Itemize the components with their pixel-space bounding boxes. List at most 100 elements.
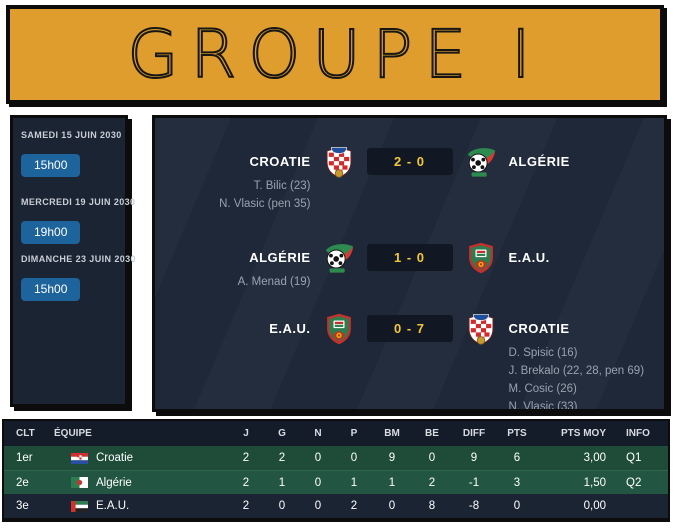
match-date-label: DIMANCHE 23 JUIN 2030 — [21, 254, 136, 264]
header-pts: PTS — [507, 428, 527, 439]
header-info: INFO — [626, 428, 650, 439]
ptsmoy-cell: 1,50 — [583, 476, 606, 489]
team-name-cell[interactable]: E.A.U. — [96, 500, 130, 512]
header-diff: DIFF — [462, 428, 486, 439]
standings-header-row: CLT ÉQUIPE J G N P BM BE DIFF PTS PTS MO… — [4, 421, 668, 446]
table-row-algerie[interactable]: 2e Algérie 2 1 0 1 1 2 -1 3 1,50 Q2 — [4, 470, 668, 494]
home-team-name[interactable]: ALGÉRIE — [249, 249, 311, 265]
header-j: J — [243, 428, 249, 439]
pts-cell: 0 — [513, 500, 521, 512]
table-row-croatie[interactable]: 1er Croatie 2 2 0 0 9 0 9 6 3,00 Q1 — [4, 446, 668, 470]
kickoff-time-button[interactable]: 15h00 — [21, 278, 81, 301]
scorer-line: N. Vlasic (pen 35) — [219, 198, 311, 210]
diff-cell: 9 — [470, 452, 478, 464]
won-cell: 2 — [278, 452, 286, 464]
lost-cell: 1 — [350, 476, 358, 489]
results-panel: CROATIE T. Bilic (23) N. Vlasic (pen 35)… — [152, 115, 667, 412]
schedule-sidebar: SAMEDI 15 JUIN 2030 15h00 MERCREDI 19 JU… — [10, 115, 136, 407]
diff-cell: -1 — [468, 476, 480, 489]
gf-cell: 1 — [388, 476, 396, 489]
home-team-block: E.A.U. — [165, 312, 311, 344]
kickoff-time-button[interactable]: 15h00 — [21, 154, 81, 177]
gf-cell: 0 — [388, 500, 396, 512]
home-team-block: ALGÉRIE A. Menad (19) — [165, 241, 311, 291]
uae-crest-icon — [322, 312, 356, 346]
scorer-line: M. Cosic (26) — [508, 383, 577, 395]
score-box[interactable]: 1 - 0 — [366, 244, 453, 271]
match-date-label: SAMEDI 15 JUIN 2030 — [21, 130, 122, 140]
info-cell: Q2 — [626, 476, 642, 489]
algeria-flag-icon — [71, 477, 88, 488]
home-team-block: CROATIE T. Bilic (23) N. Vlasic (pen 35) — [165, 145, 311, 213]
standings-table: CLT ÉQUIPE J G N P BM BE DIFF PTS PTS MO… — [2, 419, 670, 520]
header-ptsmoy: PTS MOY — [560, 428, 606, 439]
match-row: E.A.U. 0 - 7 CROATIE D. Spisic (16) J. B… — [165, 312, 655, 412]
away-team-block: CROATIE D. Spisic (16) J. Brekalo (22, 2… — [508, 312, 655, 412]
played-cell: 2 — [242, 476, 250, 489]
ptsmoy-cell: 0,00 — [583, 500, 606, 512]
lost-cell: 0 — [350, 452, 358, 464]
header-p: P — [350, 428, 358, 439]
ga-cell: 2 — [428, 476, 436, 489]
schedule-group: MERCREDI 19 JUIN 2030 19h00 — [21, 196, 136, 253]
algeria-crest-icon — [322, 241, 356, 275]
team-name-cell[interactable]: Algérie — [96, 476, 132, 489]
won-cell: 0 — [278, 500, 286, 512]
pts-cell: 3 — [513, 476, 521, 489]
croatia-flag-icon — [71, 453, 88, 464]
match-date-label: MERCREDI 19 JUIN 2030 — [21, 197, 136, 207]
played-cell: 2 — [242, 500, 250, 512]
lost-cell: 2 — [350, 500, 358, 512]
score-box[interactable]: 0 - 7 — [366, 315, 453, 342]
gf-cell: 9 — [388, 452, 396, 464]
team-name-cell[interactable]: Croatie — [96, 452, 134, 464]
uae-flag-icon — [71, 501, 88, 512]
scorer-line: N. Vlasic (33) — [508, 401, 578, 412]
ga-cell: 0 — [428, 452, 436, 464]
croatia-crest-icon — [322, 145, 356, 179]
table-row-eau[interactable]: 3e E.A.U. 2 0 0 2 0 8 -8 0 0,00 — [4, 494, 668, 518]
won-cell: 1 — [278, 476, 286, 489]
header-be: BE — [425, 428, 439, 439]
away-team-block: E.A.U. — [509, 241, 655, 273]
croatia-crest-icon — [464, 312, 498, 346]
drawn-cell: 0 — [314, 500, 322, 512]
header-g: G — [278, 428, 286, 439]
away-team-name[interactable]: CROATIE — [508, 320, 570, 336]
away-team-name[interactable]: E.A.U. — [508, 249, 550, 265]
drawn-cell: 0 — [314, 476, 322, 489]
scorer-line: D. Spisic (16) — [508, 347, 578, 359]
kickoff-time-button[interactable]: 19h00 — [21, 221, 81, 244]
home-team-name[interactable]: E.A.U. — [269, 320, 311, 336]
drawn-cell: 0 — [314, 452, 322, 464]
away-team-name[interactable]: ALGÉRIE — [508, 153, 570, 169]
schedule-group: DIMANCHE 23 JUIN 2030 15h00 — [21, 253, 136, 320]
match-row: ALGÉRIE A. Menad (19) 1 - 0 E.A.U. — [165, 241, 654, 291]
scorer-line: J. Brekalo (22, 28, pen 69) — [508, 365, 645, 377]
schedule-group: SAMEDI 15 JUIN 2030 15h00 — [21, 129, 122, 196]
rank-cell: 3e — [16, 500, 29, 512]
diff-cell: -8 — [468, 500, 480, 512]
match-row: CROATIE T. Bilic (23) N. Vlasic (pen 35)… — [165, 145, 654, 213]
ga-cell: 8 — [428, 500, 436, 512]
info-cell: Q1 — [626, 452, 642, 464]
header-clt: CLT — [16, 428, 35, 439]
group-title: GROUPE I — [126, 15, 543, 94]
content-row: SAMEDI 15 JUIN 2030 15h00 MERCREDI 19 JU… — [10, 115, 667, 412]
scorer-line: T. Bilic (23) — [253, 180, 311, 192]
ptsmoy-cell: 3,00 — [583, 452, 606, 464]
group-banner: GROUPE I — [6, 5, 664, 104]
pts-cell: 6 — [513, 452, 521, 464]
away-team-block: ALGÉRIE — [509, 145, 655, 177]
header-equipe: ÉQUIPE — [54, 428, 92, 439]
rank-cell: 2e — [16, 476, 29, 489]
score-box[interactable]: 2 - 0 — [366, 148, 453, 175]
home-team-name[interactable]: CROATIE — [249, 153, 311, 169]
rank-cell: 1er — [16, 452, 33, 464]
scorer-line: A. Menad (19) — [237, 276, 311, 288]
header-bm: BM — [384, 428, 400, 439]
header-n: N — [314, 428, 322, 439]
uae-crest-icon — [464, 241, 498, 275]
algeria-crest-icon — [464, 145, 498, 179]
played-cell: 2 — [242, 452, 250, 464]
